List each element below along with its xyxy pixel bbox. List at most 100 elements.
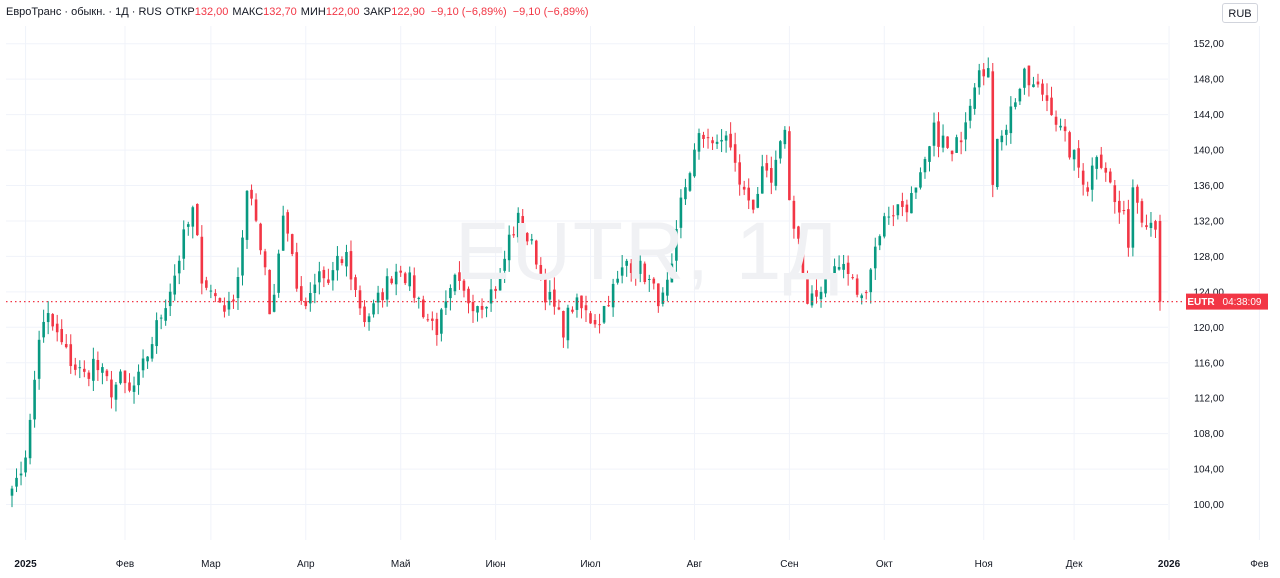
candle [69, 334, 73, 374]
candle [774, 150, 778, 191]
candle [1099, 146, 1103, 170]
candle [137, 364, 140, 395]
candle [715, 134, 719, 149]
candle [51, 313, 54, 331]
candle [218, 297, 222, 303]
candle [937, 112, 940, 158]
candle [584, 295, 588, 323]
x-tick-label: Апр [297, 559, 315, 570]
candle [254, 193, 258, 223]
price-tag-countdown: 04:38:09 [1223, 297, 1262, 308]
candle [702, 131, 705, 148]
candle [177, 255, 181, 285]
candle [629, 259, 633, 282]
candle [1045, 83, 1049, 112]
candle [259, 222, 262, 255]
candle [684, 178, 687, 205]
candle [381, 288, 384, 308]
candle [815, 279, 818, 304]
candle [616, 270, 619, 285]
candle [738, 154, 741, 196]
candle [214, 289, 217, 303]
candle [1122, 200, 1126, 215]
candle [15, 468, 18, 493]
candle [910, 186, 913, 214]
candle [494, 286, 497, 299]
candle [770, 156, 773, 195]
candle [33, 370, 36, 428]
candle [688, 171, 692, 192]
candle [223, 297, 226, 318]
candle [96, 351, 100, 381]
candle [209, 284, 213, 299]
candle [110, 370, 113, 409]
candle [363, 300, 366, 327]
candle [182, 220, 186, 270]
candle [64, 334, 68, 349]
candle [955, 134, 958, 153]
high-label: МАКС [232, 6, 264, 18]
candle [299, 276, 303, 305]
candle [146, 356, 149, 369]
candle [390, 276, 393, 285]
candle [516, 207, 520, 243]
candle [968, 98, 972, 129]
candle [607, 295, 610, 307]
candle [37, 330, 41, 390]
candle [878, 234, 882, 251]
x-tick-label: Окт [876, 559, 893, 570]
candle [435, 312, 439, 346]
candle [1108, 168, 1112, 184]
candle [806, 270, 809, 305]
candle [670, 253, 674, 283]
x-tick-label: Авг [687, 559, 703, 570]
candle [869, 267, 873, 304]
candle [462, 277, 466, 298]
candle [241, 230, 244, 286]
candle [905, 199, 909, 222]
y-tick-label: 128,00 [1193, 252, 1224, 263]
currency-button[interactable]: RUB [1222, 3, 1258, 23]
candle [819, 286, 823, 308]
candle [1118, 190, 1121, 224]
last-price-tag[interactable]: EUTR 04:38:09 [1186, 293, 1268, 310]
y-tick-label: 140,00 [1193, 146, 1224, 157]
x-tick-label: Фев [116, 559, 134, 570]
candle [236, 267, 240, 310]
candle [634, 267, 638, 286]
candle [571, 306, 574, 314]
candle [986, 57, 990, 78]
candle [318, 261, 321, 295]
candle [788, 126, 791, 201]
candle [855, 274, 859, 298]
candle [1009, 96, 1013, 144]
x-tick-label: Мар [201, 559, 221, 570]
candle [1054, 110, 1058, 132]
candle [458, 261, 461, 290]
y-tick-label: 108,00 [1193, 429, 1224, 440]
candle [765, 154, 769, 178]
candle [485, 306, 488, 318]
candle [24, 450, 27, 477]
candle [277, 249, 280, 298]
low-value: 122,00 [325, 6, 360, 18]
candle [598, 313, 601, 334]
candle [575, 293, 579, 318]
price-tag-countdown-bg [1216, 293, 1268, 310]
candle [846, 255, 850, 286]
candle [1018, 87, 1022, 105]
candle [403, 271, 407, 286]
candle [1041, 79, 1044, 102]
x-tick-label: Май [391, 559, 411, 570]
symbol-description[interactable]: ЕвроТранс · обыкн. · 1Д · RUS [6, 6, 162, 18]
candle [1063, 118, 1067, 142]
candle [141, 349, 145, 378]
candle [959, 131, 963, 155]
candle [476, 305, 479, 322]
price-tag-symbol: EUTR [1187, 297, 1215, 308]
candle [837, 255, 841, 271]
candle [105, 368, 109, 382]
candle [123, 370, 127, 394]
